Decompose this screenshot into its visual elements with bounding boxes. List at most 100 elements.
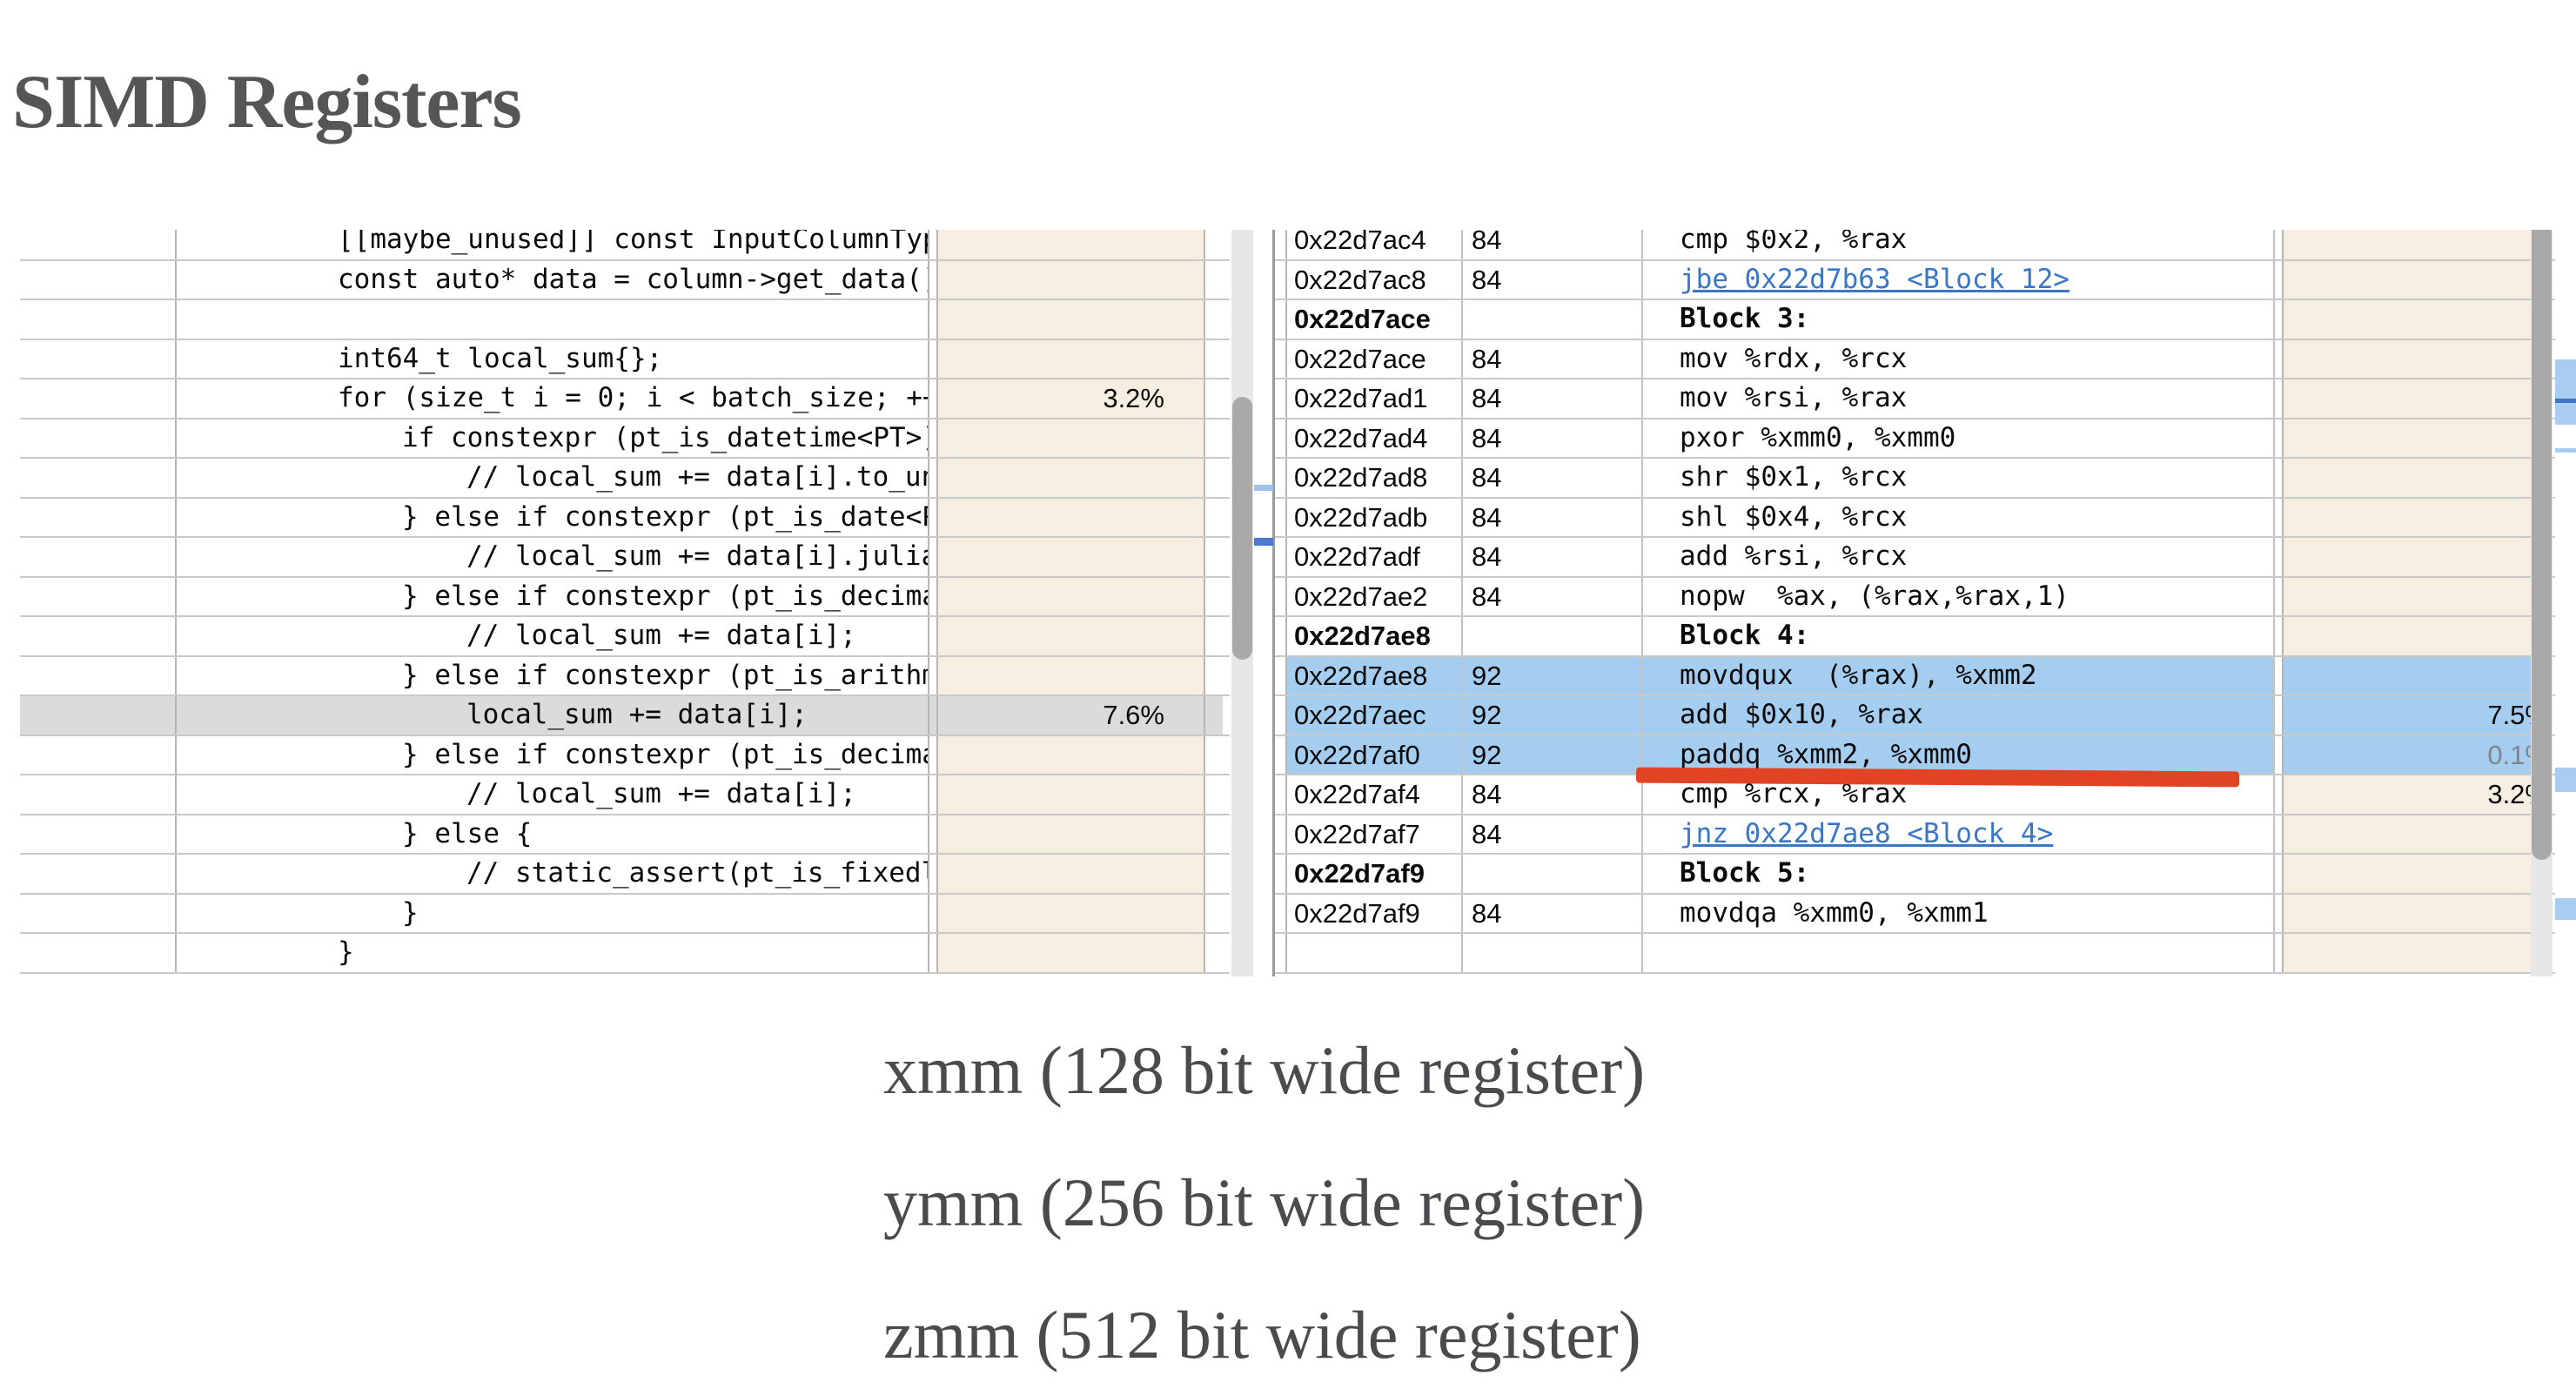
assembly-row[interactable]: 0x22d7ace Block 3: xyxy=(1275,300,2555,340)
assembly-row[interactable]: 0x22d7adb 84 shl $0x4, %rcx xyxy=(1275,498,2555,538)
source-code-row[interactable]: } else if constexpr (pt_is_decima xyxy=(20,577,1230,617)
asm-address-cell: 0x22d7ad8 xyxy=(1285,459,1463,497)
assembly-row[interactable]: 0x22d7ac8 84 jbe 0x22d7b63 <Block 12> xyxy=(1275,260,2555,300)
source-spacer-cell xyxy=(929,499,936,537)
source-spacer-cell xyxy=(929,261,936,299)
source-code-row[interactable]: for (size_t i = 0; i < batch_size; ++ 3.… xyxy=(20,379,1230,419)
source-code-row[interactable]: if constexpr (pt_is_datetime<PT>) xyxy=(20,419,1230,459)
source-code-row[interactable]: // static_assert(pt_is_fixedl xyxy=(20,855,1230,895)
source-tail-cell xyxy=(1204,934,1223,972)
assembly-row[interactable]: 0x22d7aec 92 add $0x10, %rax 7.5% xyxy=(1275,696,2555,736)
asm-basicblock-cell: 92 xyxy=(1463,696,1643,735)
source-tail-cell xyxy=(1204,538,1223,576)
assembly-row[interactable]: 0x22d7af7 84 jnz 0x22d7ae8 <Block 4> xyxy=(1275,815,2555,855)
source-code-row[interactable]: } else { xyxy=(20,815,1230,855)
asm-jump-link[interactable]: jnz 0x22d7ae8 <Block 4> xyxy=(1643,815,2275,853)
source-tail-cell xyxy=(1204,894,1223,932)
source-code-row[interactable]: local_sum += data[i]; 7.6% xyxy=(20,696,1230,736)
asm-basicblock-cell xyxy=(1463,300,1643,339)
assembly-row[interactable]: 0x22d7adf 84 add %rsi, %rcx xyxy=(1275,538,2555,578)
asm-address-cell: 0x22d7af0 xyxy=(1285,735,1463,774)
source-spacer-cell xyxy=(929,815,936,854)
source-code-row[interactable] xyxy=(20,300,1230,340)
source-code-row[interactable]: } else if constexpr (pt_is_decima xyxy=(20,735,1230,775)
assembly-row[interactable] xyxy=(1275,934,2555,974)
source-gutter-cell xyxy=(20,855,177,893)
asm-instruction-cell: pxor %xmm0, %xmm0 xyxy=(1643,419,2275,457)
assembly-row[interactable]: 0x22d7ad1 84 mov %rsi, %rax xyxy=(1275,379,2555,419)
asm-basicblock-cell: 84 xyxy=(1463,459,1643,497)
source-gutter-cell xyxy=(20,656,177,694)
source-spacer-cell xyxy=(929,419,936,458)
assembly-scrollbar-thumb[interactable] xyxy=(2532,230,2552,860)
source-tail-cell xyxy=(1204,379,1223,418)
source-code-row[interactable]: } else if constexpr (pt_is_date<P xyxy=(20,498,1230,538)
source-code-row[interactable]: const auto* data = column->get_data() xyxy=(20,260,1230,300)
assembly-row[interactable]: 0x22d7ae8 92 movdqux (%rax), %xmm2 xyxy=(1275,656,2555,696)
source-time-cell xyxy=(936,617,1204,655)
assembly-row[interactable]: 0x22d7ac4 84 cmp $0x2, %rax xyxy=(1275,230,2555,261)
source-tail-cell xyxy=(1204,300,1223,339)
source-code-cell: if constexpr (pt_is_datetime<PT>) xyxy=(177,419,929,457)
asm-time-cell: 3.2% xyxy=(2282,775,2543,814)
asm-time-cell xyxy=(2282,498,2543,536)
assembly-row[interactable]: 0x22d7ace 84 mov %rdx, %rcx xyxy=(1275,339,2555,379)
source-scrollbar-thumb[interactable] xyxy=(1232,397,1252,660)
source-gutter-cell xyxy=(20,339,177,378)
source-tail-cell xyxy=(1204,260,1223,299)
assembly-row[interactable]: 0x22d7ad4 84 pxor %xmm0, %xmm0 xyxy=(1275,419,2555,459)
source-row-list: [[maybe_unused]] const InputColumnTyp co… xyxy=(20,230,1230,974)
assembly-row[interactable]: 0x22d7af9 84 movdqa %xmm0, %xmm1 xyxy=(1275,894,2555,934)
source-spacer-cell xyxy=(929,775,936,814)
asm-instruction-cell: Block 5: xyxy=(1643,855,2275,893)
register-width-annotation: xmm (128 bit wide register) ymm (256 bit… xyxy=(883,1027,1645,1389)
assembly-row[interactable]: 0x22d7af9 Block 5: xyxy=(1275,855,2555,895)
assembly-row[interactable]: 0x22d7af0 92 paddq %xmm2, %xmm0 0.1% xyxy=(1275,735,2555,775)
asm-basicblock-cell: 84 xyxy=(1463,379,1643,418)
asm-address-cell: 0x22d7af7 xyxy=(1285,815,1463,853)
source-code-row[interactable]: // local_sum += data[i]; xyxy=(20,617,1230,657)
clipped-panel-fragment xyxy=(2555,403,2576,425)
asm-address-cell: 0x22d7adb xyxy=(1285,498,1463,536)
asm-instruction-cell xyxy=(1643,934,2275,972)
asm-time-cell xyxy=(2282,934,2543,972)
source-time-cell xyxy=(936,735,1204,774)
source-code-panel: [[maybe_unused]] const InputColumnTyp co… xyxy=(20,230,1230,976)
source-tail-cell xyxy=(1204,855,1223,893)
asm-basicblock-cell: 84 xyxy=(1463,815,1643,853)
asm-time-cell xyxy=(2282,339,2543,378)
source-code-row[interactable]: [[maybe_unused]] const InputColumnTyp xyxy=(20,230,1230,261)
source-tail-cell xyxy=(1204,459,1223,497)
asm-jump-link[interactable]: jbe 0x22d7b63 <Block 12> xyxy=(1643,260,2275,299)
assembly-row[interactable]: 0x22d7ad8 84 shr $0x1, %rcx xyxy=(1275,459,2555,499)
source-code-row[interactable]: int64_t local_sum{}; xyxy=(20,339,1230,379)
source-gutter-cell xyxy=(20,300,177,339)
source-code-cell: // static_assert(pt_is_fixedl xyxy=(177,855,929,893)
source-code-row[interactable]: } xyxy=(20,934,1230,974)
asm-instruction-cell: mov %rsi, %rax xyxy=(1643,379,2275,418)
assembly-row[interactable]: 0x22d7ae8 Block 4: xyxy=(1275,617,2555,657)
register-line-xmm: xmm (128 bit wide register) xyxy=(883,1032,1646,1108)
asm-address-cell xyxy=(1285,934,1463,972)
source-code-row[interactable]: // local_sum += data[i]; xyxy=(20,775,1230,815)
source-spacer-cell xyxy=(929,696,936,735)
source-code-row[interactable]: } else if constexpr (pt_is_arithm xyxy=(20,656,1230,696)
asm-address-cell: 0x22d7adf xyxy=(1285,538,1463,576)
source-code-row[interactable]: // local_sum += data[i].to_un xyxy=(20,459,1230,499)
asm-instruction-cell: Block 4: xyxy=(1643,617,2275,655)
source-code-row[interactable]: // local_sum += data[i].julia xyxy=(20,538,1230,578)
source-spacer-cell xyxy=(929,340,936,379)
source-time-cell: 7.6% xyxy=(936,696,1204,735)
asm-address-cell: 0x22d7ace xyxy=(1285,300,1463,339)
source-code-row[interactable]: } xyxy=(20,894,1230,934)
asm-instruction-cell: Block 3: xyxy=(1643,300,2275,339)
source-gutter-cell xyxy=(20,775,177,814)
source-code-cell: int64_t local_sum{}; xyxy=(177,339,929,378)
source-gutter-cell xyxy=(20,498,177,536)
source-gutter-cell xyxy=(20,230,177,259)
asm-address-cell: 0x22d7aec xyxy=(1285,696,1463,735)
source-spacer-cell xyxy=(929,895,936,933)
assembly-row[interactable]: 0x22d7ae2 84 nopw %ax, (%rax,%rax,1) xyxy=(1275,577,2555,617)
asm-instruction-cell: movdqa %xmm0, %xmm1 xyxy=(1643,894,2275,932)
